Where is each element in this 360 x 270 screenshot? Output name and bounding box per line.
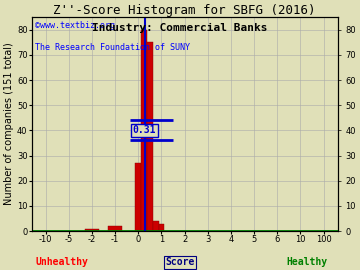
Bar (141, 30, 147, 231)
Bar (159, 224, 165, 231)
Bar (108, 226, 122, 231)
Y-axis label: Number of companies (151 total): Number of companies (151 total) (4, 43, 14, 205)
Title: Z''-Score Histogram for SBFG (2016): Z''-Score Histogram for SBFG (2016) (53, 4, 316, 17)
Bar (153, 221, 159, 231)
Text: Unhealthy: Unhealthy (36, 257, 89, 267)
Bar (135, 163, 141, 231)
Bar (85, 228, 99, 231)
Text: The Research Foundation of SUNY: The Research Foundation of SUNY (35, 43, 190, 52)
Text: Industry: Commercial Banks: Industry: Commercial Banks (92, 23, 268, 33)
Text: 0.31: 0.31 (132, 125, 156, 136)
Text: Healthy: Healthy (287, 257, 328, 267)
Text: ©www.textbiz.org: ©www.textbiz.org (35, 21, 115, 31)
Bar (147, 42, 153, 231)
Text: Score: Score (165, 257, 195, 267)
